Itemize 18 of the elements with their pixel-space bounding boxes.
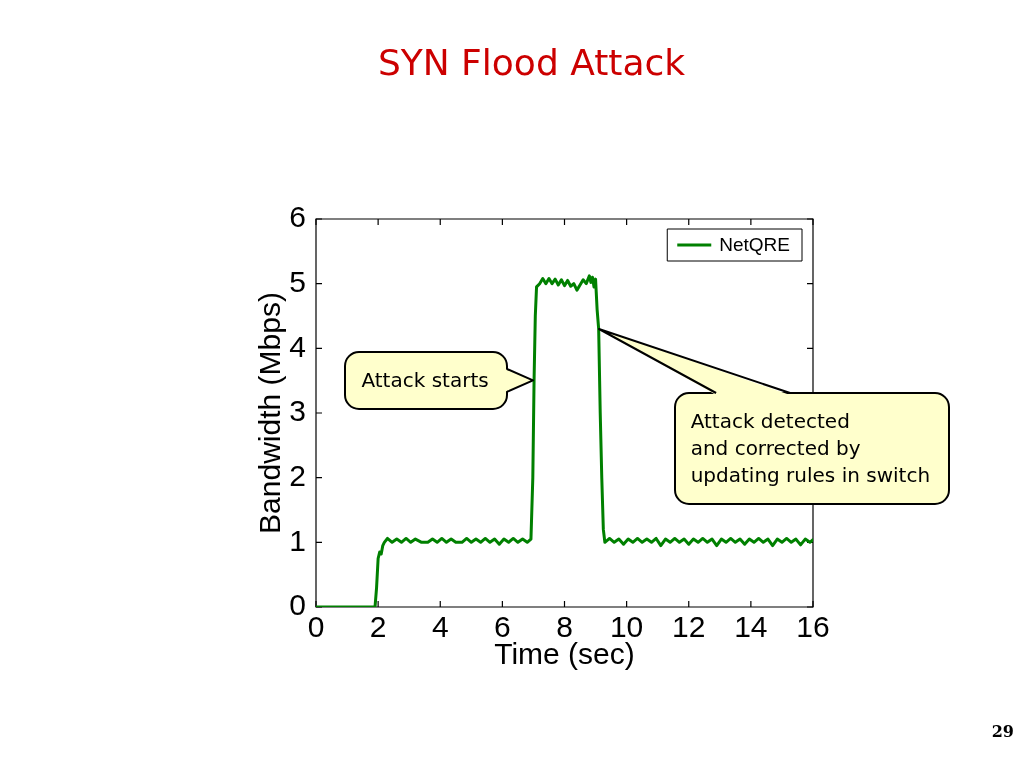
y-axis-title: Bandwidth (Mbps): [253, 292, 287, 534]
y-tick-label: 6: [289, 200, 306, 234]
y-tick-label: 2: [289, 458, 306, 492]
x-tick-label: 2: [369, 610, 387, 644]
x-tick-label: 16: [796, 610, 830, 644]
chart-title: SYN Flood Attack: [377, 41, 686, 83]
text: 29: [991, 722, 1014, 742]
y-tick-label: 1: [289, 523, 306, 557]
x-tick-label: 12: [672, 610, 706, 644]
y-tick-label: 5: [289, 264, 306, 298]
annotation: Attack detected and corrected by updating rules in switch: [690, 407, 931, 489]
legend-label: NetQRE: [719, 234, 791, 256]
y-tick-label: 4: [289, 329, 306, 363]
annotation: Attack starts: [361, 367, 489, 395]
x-tick-label: 4: [431, 610, 449, 644]
x-tick-label: 14: [734, 610, 768, 644]
y-tick-label: 0: [289, 588, 306, 622]
y-tick-label: 3: [289, 394, 306, 428]
